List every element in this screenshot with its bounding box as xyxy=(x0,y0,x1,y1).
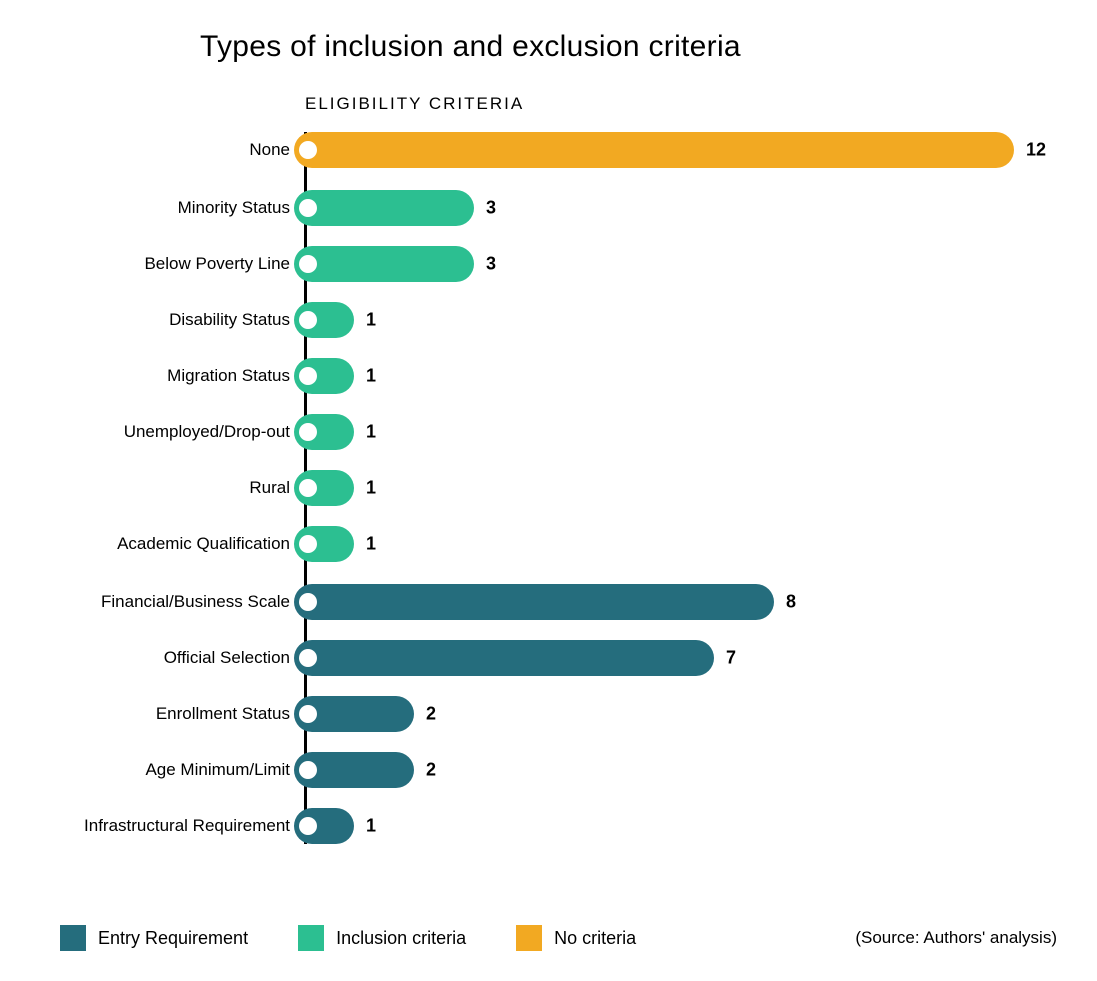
bar-label: Age Minimum/Limit xyxy=(40,760,290,780)
bar-wrap: 3 xyxy=(294,190,1057,226)
bar-row: Disability Status 1 xyxy=(40,302,1057,338)
chart-area: None12Minority Status3Below Poverty Line… xyxy=(40,132,1057,892)
bar-row: Enrollment Status 2 xyxy=(40,696,1057,732)
source-text: (Source: Authors' analysis) xyxy=(855,928,1057,948)
bar-value: 1 xyxy=(366,310,376,331)
bar-value: 1 xyxy=(366,816,376,837)
legend-item: Inclusion criteria xyxy=(298,925,466,951)
bar-wrap: 12 xyxy=(294,132,1057,168)
lollipop-dot xyxy=(299,535,317,553)
bar-value: 1 xyxy=(366,478,376,499)
lollipop-dot xyxy=(299,761,317,779)
lollipop-dot xyxy=(299,423,317,441)
bar xyxy=(294,132,1014,168)
legend: Entry Requirement Inclusion criteria No cr… xyxy=(60,925,1057,951)
bar-value: 8 xyxy=(786,592,796,613)
legend-swatch xyxy=(60,925,86,951)
bar-row: Age Minimum/Limit 2 xyxy=(40,752,1057,788)
bar xyxy=(294,190,474,226)
bar xyxy=(294,640,714,676)
lollipop-dot xyxy=(299,199,317,217)
bar-value: 1 xyxy=(366,534,376,555)
bar-wrap: 1 xyxy=(294,358,1057,394)
bar-label: None xyxy=(40,140,290,160)
bar-value: 3 xyxy=(486,254,496,275)
bar-wrap: 2 xyxy=(294,752,1057,788)
bar-wrap: 1 xyxy=(294,302,1057,338)
bar-wrap: 1 xyxy=(294,526,1057,562)
legend-label: Inclusion criteria xyxy=(336,928,466,949)
bar-wrap: 2 xyxy=(294,696,1057,732)
bar-row: Official Selection 7 xyxy=(40,640,1057,676)
lollipop-dot xyxy=(299,817,317,835)
bar-row: Below Poverty Line 3 xyxy=(40,246,1057,282)
legend-item: No criteria xyxy=(516,925,636,951)
bar-row: None 12 xyxy=(40,132,1057,168)
bar-label: Financial/Business Scale xyxy=(40,592,290,612)
lollipop-dot xyxy=(299,705,317,723)
bar-label: Below Poverty Line xyxy=(40,254,290,274)
lollipop-dot xyxy=(299,311,317,329)
bar-row: Migration Status 1 xyxy=(40,358,1057,394)
lollipop-dot xyxy=(299,367,317,385)
bar-wrap: 1 xyxy=(294,470,1057,506)
legend-swatch xyxy=(298,925,324,951)
bar-value: 1 xyxy=(366,366,376,387)
bar-label: Academic Qualification xyxy=(40,534,290,554)
bar-row: Minority Status 3 xyxy=(40,190,1057,226)
bar-value: 2 xyxy=(426,704,436,725)
bar-value: 7 xyxy=(726,648,736,669)
bar-wrap: 1 xyxy=(294,414,1057,450)
bar-value: 3 xyxy=(486,198,496,219)
bar-label: Migration Status xyxy=(40,366,290,386)
bar-label: Minority Status xyxy=(40,198,290,218)
bar-label: Infrastructural Requirement xyxy=(40,816,290,836)
lollipop-dot xyxy=(299,255,317,273)
bar-label: Enrollment Status xyxy=(40,704,290,724)
lollipop-dot xyxy=(299,593,317,611)
bar-wrap: 3 xyxy=(294,246,1057,282)
lollipop-dot xyxy=(299,479,317,497)
bar-wrap: 1 xyxy=(294,808,1057,844)
bar-label: Rural xyxy=(40,478,290,498)
legend-item: Entry Requirement xyxy=(60,925,248,951)
bar-label: Unemployed/Drop-out xyxy=(40,422,290,442)
legend-label: Entry Requirement xyxy=(98,928,248,949)
chart-subtitle: ELIGIBILITY CRITERIA xyxy=(305,94,1057,114)
lollipop-dot xyxy=(299,649,317,667)
lollipop-dot xyxy=(299,141,317,159)
legend-swatch xyxy=(516,925,542,951)
bar-wrap: 7 xyxy=(294,640,1057,676)
bar-label: Official Selection xyxy=(40,648,290,668)
bar-wrap: 8 xyxy=(294,584,1057,620)
bar-value: 12 xyxy=(1026,140,1046,161)
bar-row: Infrastructural Requirement 1 xyxy=(40,808,1057,844)
bar-row: Unemployed/Drop-out 1 xyxy=(40,414,1057,450)
chart-title: Types of inclusion and exclusion criteri… xyxy=(200,30,1057,64)
bar-row: Financial/Business Scale 8 xyxy=(40,584,1057,620)
bar-row: Rural 1 xyxy=(40,470,1057,506)
bar-value: 2 xyxy=(426,760,436,781)
chart-container: Types of inclusion and exclusion criteri… xyxy=(0,0,1097,981)
bar-label: Disability Status xyxy=(40,310,290,330)
bar xyxy=(294,584,774,620)
legend-label: No criteria xyxy=(554,928,636,949)
bar xyxy=(294,246,474,282)
bar-row: Academic Qualification 1 xyxy=(40,526,1057,562)
bar-value: 1 xyxy=(366,422,376,443)
